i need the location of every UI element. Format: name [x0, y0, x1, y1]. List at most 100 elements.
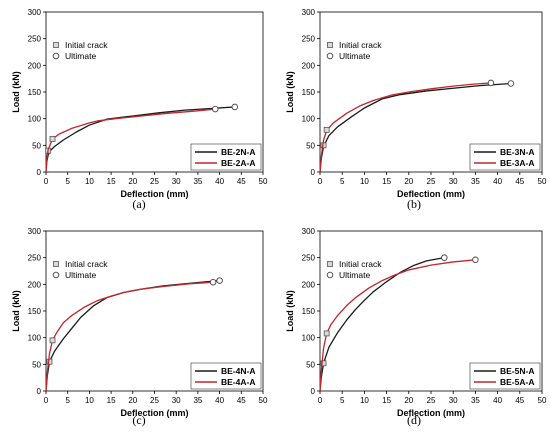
- ultimate-marker: [441, 254, 448, 261]
- x-axis-label: Deflection (mm): [120, 189, 188, 199]
- x-tick-label: 15: [382, 177, 391, 186]
- y-tick-label: 300: [302, 8, 316, 17]
- legend-ultimate-label: Ultimate: [65, 51, 96, 61]
- x-tick-label: 45: [237, 396, 246, 405]
- legend-circle-symbol: [326, 271, 334, 279]
- y-tick-label: 0: [37, 168, 42, 177]
- x-tick-label: 45: [515, 177, 524, 186]
- x-tick-label: 0: [44, 396, 49, 405]
- x-axis-label: Deflection (mm): [397, 408, 465, 418]
- y-tick-label: 50: [306, 360, 315, 369]
- legend-initial-crack-label: Initial crack: [65, 40, 108, 50]
- legend-circle-symbol: [52, 271, 60, 279]
- panel-label: (c): [132, 413, 145, 427]
- y-tick-label: 250: [302, 35, 316, 44]
- series-legend-box: [190, 362, 262, 390]
- y-axis-label: Load (kN): [285, 290, 295, 332]
- initial-crack-marker: [49, 136, 56, 142]
- x-tick-label: 45: [237, 177, 246, 186]
- y-axis-label: Load (kN): [285, 71, 295, 113]
- y-tick-label: 250: [28, 35, 42, 44]
- x-tick-label: 35: [471, 396, 480, 405]
- panel-1: 0 5 10 15 20 25 30 35 40 45 50 0 50 100 150 200 250 300 De…: [11, 8, 268, 211]
- y-tick-label: 0: [37, 387, 42, 396]
- panel-4: 0 5 10 15 20 25 30 35 40 45 50 0 50 100 150 200 250 300 De…: [285, 227, 547, 427]
- series-line-BE-3A-A: [319, 82, 491, 173]
- initial-crack-marker: [49, 337, 56, 344]
- series-legend-box: [190, 143, 262, 171]
- x-tick-label: 20: [404, 177, 413, 186]
- x-tick-label: 5: [65, 177, 70, 186]
- y-tick-label: 200: [302, 61, 316, 70]
- ultimate-marker: [212, 105, 219, 113]
- legend-series-label: BE-2A-A: [221, 158, 255, 168]
- y-tick-label: 200: [28, 61, 42, 70]
- panel-2: 0 5 10 15 20 25 30 35 40 45 50 0 50 100 150 200 250 300 De…: [285, 8, 547, 211]
- y-tick-label: 100: [28, 115, 42, 124]
- series-line-BE-4A-A: [45, 281, 214, 392]
- y-tick-label: 50: [306, 141, 315, 150]
- legend-square-symbol: [327, 261, 333, 267]
- y-tick-label: 150: [28, 88, 42, 97]
- panel-3: 0 5 10 15 20 25 30 35 40 45 50 0 50 100 150 200 250 300 De…: [11, 227, 268, 427]
- y-tick-label: 50: [32, 360, 41, 369]
- y-tick-label: 100: [28, 334, 42, 343]
- panel-label: (d): [407, 413, 421, 427]
- ultimate-marker: [487, 79, 495, 87]
- x-tick-label: 35: [193, 177, 202, 186]
- x-tick-label: 10: [85, 177, 94, 186]
- x-tick-label: 45: [515, 396, 524, 405]
- x-tick-label: 5: [65, 396, 70, 405]
- initial-crack-marker: [323, 126, 330, 133]
- x-tick-label: 15: [382, 396, 391, 405]
- y-tick-label: 100: [302, 115, 316, 124]
- initial-crack-marker: [320, 360, 327, 367]
- legend-circle-symbol: [326, 52, 334, 60]
- legend-square-symbol: [53, 261, 59, 267]
- x-tick-label: 25: [150, 396, 159, 405]
- legend-series-label: BE-3N-A: [500, 147, 534, 157]
- legend-series-label: BE-4A-A: [221, 377, 255, 387]
- x-tick-label: 0: [318, 396, 323, 405]
- x-tick-label: 20: [404, 396, 413, 405]
- y-tick-label: 0: [311, 387, 316, 396]
- legend-series-label: BE-5A-A: [500, 377, 534, 387]
- x-tick-label: 0: [44, 177, 49, 186]
- x-tick-label: 0: [318, 177, 323, 186]
- x-tick-label: 10: [360, 396, 369, 405]
- x-tick-label: 25: [427, 396, 436, 405]
- panel-label: (b): [407, 197, 421, 211]
- x-tick-label: 10: [85, 396, 94, 405]
- y-tick-label: 0: [311, 168, 316, 177]
- y-tick-label: 150: [28, 307, 42, 316]
- ultimate-marker: [507, 80, 515, 87]
- legend-initial-crack-label: Initial crack: [339, 40, 382, 50]
- x-tick-label: 30: [172, 177, 181, 186]
- x-tick-label: 50: [538, 177, 547, 186]
- legend-ultimate-label: Ultimate: [65, 270, 96, 280]
- x-tick-label: 40: [493, 396, 502, 405]
- legend-square-symbol: [327, 42, 333, 48]
- x-tick-label: 5: [340, 177, 345, 186]
- y-tick-label: 300: [28, 8, 42, 17]
- x-tick-label: 40: [215, 396, 224, 405]
- y-tick-label: 150: [302, 307, 316, 316]
- x-tick-label: 20: [128, 396, 137, 405]
- x-tick-label: 40: [215, 177, 224, 186]
- series-line-BE-5A-A: [319, 259, 476, 392]
- x-tick-label: 25: [427, 177, 436, 186]
- y-tick-label: 100: [302, 334, 316, 343]
- x-tick-label: 50: [538, 396, 547, 405]
- legend-initial-crack-label: Initial crack: [65, 259, 108, 269]
- x-tick-label: 5: [340, 396, 345, 405]
- x-tick-label: 40: [493, 177, 502, 186]
- initial-crack-marker: [323, 330, 330, 337]
- panel-label: (a): [132, 197, 145, 211]
- x-tick-label: 20: [128, 177, 137, 186]
- y-tick-label: 200: [28, 280, 42, 289]
- legend-initial-crack-label: Initial crack: [339, 259, 382, 269]
- x-tick-label: 50: [259, 396, 268, 405]
- legend-circle-symbol: [52, 52, 60, 60]
- x-tick-label: 30: [172, 396, 181, 405]
